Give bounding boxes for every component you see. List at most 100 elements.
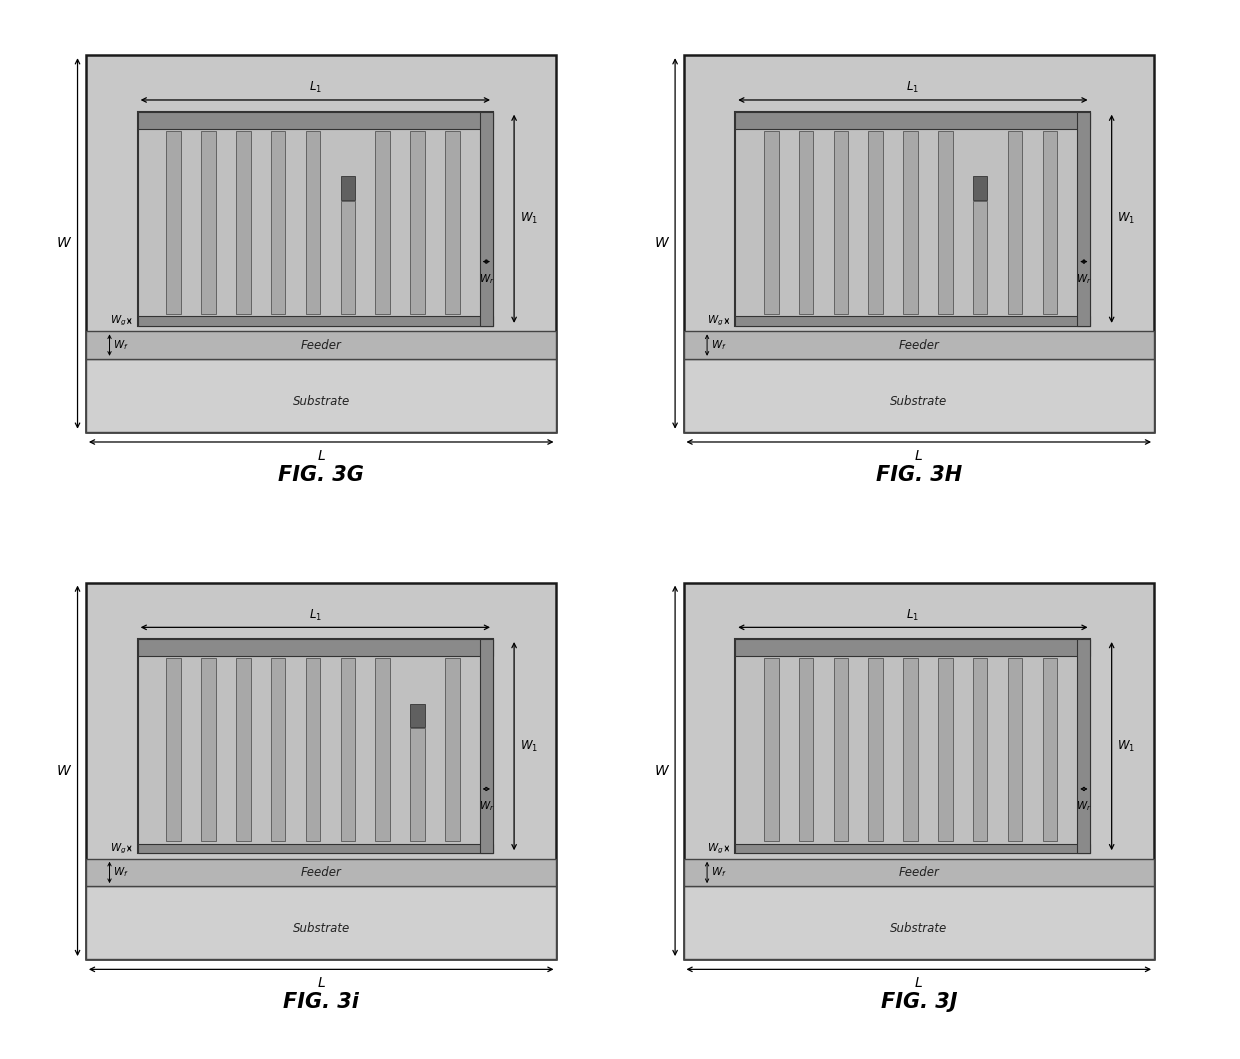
Text: Substrate: Substrate [293, 922, 350, 935]
Text: $W_f$: $W_f$ [113, 865, 129, 879]
Text: W: W [655, 236, 668, 251]
Bar [683, 55, 1154, 432]
Bar [939, 131, 952, 315]
Text: L: L [915, 449, 923, 463]
Text: Feeder: Feeder [301, 339, 342, 352]
Text: Feeder: Feeder [898, 339, 939, 352]
Text: Feeder: Feeder [898, 866, 939, 879]
Bar [341, 200, 355, 315]
Bar [683, 331, 1154, 359]
Bar [86, 582, 557, 959]
Bar [306, 131, 320, 315]
Text: $W_f$: $W_f$ [113, 338, 129, 352]
Bar [86, 55, 557, 432]
Text: $W_1$: $W_1$ [1117, 211, 1136, 227]
Bar [1043, 131, 1056, 315]
Text: L: L [915, 976, 923, 990]
Bar [306, 659, 320, 842]
Bar [833, 131, 848, 315]
Bar [236, 659, 250, 842]
Bar [138, 112, 494, 326]
Text: W: W [57, 236, 71, 251]
Text: FIG. 3i: FIG. 3i [283, 992, 360, 1012]
Bar [341, 659, 355, 842]
Bar [735, 640, 1090, 854]
Bar [341, 176, 355, 200]
Text: $W_r$: $W_r$ [479, 800, 495, 813]
Bar [201, 131, 216, 315]
Bar [1008, 659, 1022, 842]
Text: $L_1$: $L_1$ [309, 608, 322, 623]
Bar [939, 659, 952, 842]
Bar [410, 703, 425, 728]
Bar [138, 112, 494, 129]
Bar [683, 859, 1154, 886]
Text: Substrate: Substrate [890, 922, 947, 935]
Bar [376, 131, 389, 315]
Text: L: L [317, 976, 325, 990]
Bar [868, 659, 883, 842]
Bar [270, 131, 285, 315]
Text: FIG. 3J: FIG. 3J [880, 992, 957, 1012]
Bar [973, 200, 987, 315]
Bar [236, 131, 250, 315]
Text: $W_r$: $W_r$ [1076, 272, 1091, 286]
Bar [868, 131, 883, 315]
Bar [764, 131, 779, 315]
Bar [735, 317, 1090, 326]
Text: $W_g$: $W_g$ [110, 313, 126, 328]
Text: $W_r$: $W_r$ [1076, 800, 1091, 813]
Bar [764, 659, 779, 842]
Bar [410, 728, 425, 842]
Bar [973, 659, 987, 842]
Text: $W_g$: $W_g$ [110, 841, 126, 856]
Bar [833, 659, 848, 842]
Bar [138, 640, 494, 854]
Bar [973, 176, 987, 200]
Bar [903, 131, 918, 315]
Bar [445, 131, 460, 315]
Bar [735, 112, 1090, 129]
Text: $L_1$: $L_1$ [906, 608, 919, 623]
Text: $W_1$: $W_1$ [520, 738, 538, 754]
Bar [683, 582, 1154, 959]
Bar [1078, 112, 1090, 326]
Text: L: L [317, 449, 325, 463]
Text: Substrate: Substrate [293, 395, 350, 408]
Bar [166, 659, 181, 842]
Bar [1078, 640, 1090, 854]
Bar [735, 844, 1090, 854]
Bar [735, 112, 1090, 326]
Text: $W_f$: $W_f$ [711, 338, 727, 352]
Text: $W_f$: $W_f$ [711, 865, 727, 879]
Text: $L_1$: $L_1$ [309, 80, 322, 95]
Text: $L_1$: $L_1$ [906, 80, 919, 95]
Text: $W_1$: $W_1$ [520, 211, 538, 227]
Bar [86, 359, 557, 432]
Bar [799, 659, 813, 842]
Text: W: W [57, 764, 71, 777]
Bar [138, 640, 494, 656]
Bar [480, 112, 494, 326]
Text: FIG. 3H: FIG. 3H [875, 465, 962, 485]
Bar [86, 859, 557, 886]
Bar [270, 659, 285, 842]
Text: W: W [655, 764, 668, 777]
Bar [735, 640, 1090, 656]
Bar [683, 359, 1154, 432]
Bar [138, 317, 494, 326]
Bar [86, 886, 557, 959]
Bar [480, 640, 494, 854]
Text: $W_g$: $W_g$ [708, 841, 724, 856]
Bar [86, 331, 557, 359]
Bar [1043, 659, 1056, 842]
Text: $W_1$: $W_1$ [1117, 738, 1136, 754]
Bar [683, 886, 1154, 959]
Text: $W_r$: $W_r$ [479, 272, 495, 286]
Bar [410, 131, 425, 315]
Bar [445, 659, 460, 842]
Bar [376, 659, 389, 842]
Text: Substrate: Substrate [890, 395, 947, 408]
Bar [201, 659, 216, 842]
Text: FIG. 3G: FIG. 3G [278, 465, 365, 485]
